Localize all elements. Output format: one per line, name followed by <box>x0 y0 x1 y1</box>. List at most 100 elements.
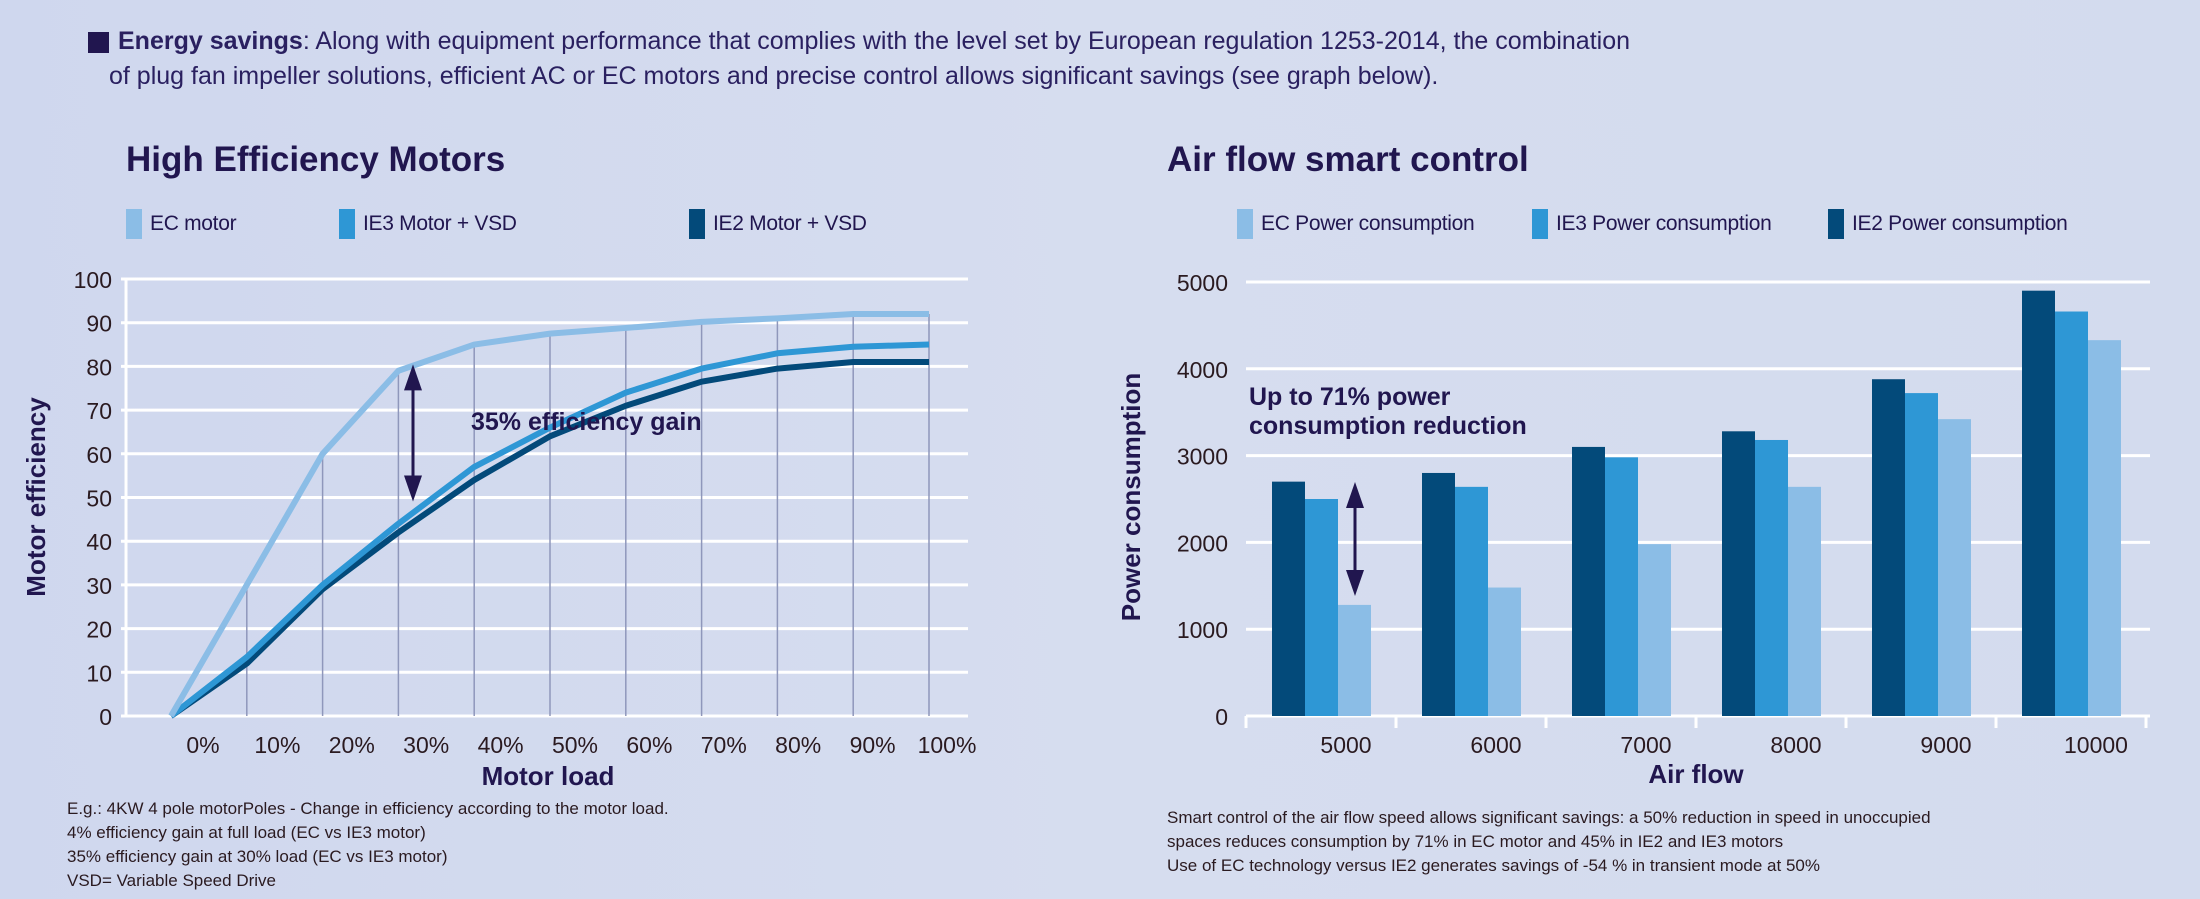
legend-swatch-ie2 <box>1828 209 1844 239</box>
intro-text-1: : Along with equipment performance that … <box>302 27 1631 55</box>
right-legend-ec: EC Power consumption <box>1237 209 1475 239</box>
note-line: 4% efficiency gain at full load (EC vs I… <box>67 823 426 842</box>
right-notes: Smart control of the air flow speed allo… <box>1167 806 1931 878</box>
legend-swatch-ec <box>126 209 142 239</box>
bar-9000-ie2 <box>1872 379 1905 716</box>
right-annotation-line-2: consumption reduction <box>1249 412 1527 440</box>
y-tick-label: 0 <box>99 704 112 730</box>
legend-swatch-ec <box>1237 209 1253 239</box>
y-tick-label: 2000 <box>1177 530 1228 556</box>
x-tick-label: 10% <box>254 732 300 758</box>
x-tick-label: 70% <box>701 732 747 758</box>
right-legend-ie2: IE2 Power consumption <box>1828 209 2068 239</box>
y-tick-label: 60 <box>86 442 112 468</box>
y-tick-label: 70 <box>86 398 112 424</box>
right-legend-ie3: IE3 Power consumption <box>1532 209 1772 239</box>
x-tick-label: 30% <box>403 732 449 758</box>
double-arrow-icon <box>1346 482 1364 596</box>
y-tick-label: 10 <box>86 660 112 686</box>
x-tick-label: 0% <box>186 732 219 758</box>
right-x-axis-label: Air flow <box>1648 759 1744 789</box>
legend-label: EC motor <box>150 212 237 235</box>
intro-bold: Energy savings <box>118 27 303 55</box>
legend-swatch-ie3 <box>1532 209 1548 239</box>
x-tick-label: 7000 <box>1620 732 1671 758</box>
bullet-square-icon <box>88 32 109 53</box>
y-tick-label: 3000 <box>1177 444 1228 470</box>
bar-10000-ie3 <box>2055 311 2088 716</box>
y-tick-label: 80 <box>86 354 112 380</box>
right-annotation-line-1: Up to 71% power <box>1249 383 1451 411</box>
legend-label: IE3 Power consumption <box>1556 212 1772 235</box>
legend-swatch-ie3 <box>339 209 355 239</box>
note-line: E.g.: 4KW 4 pole motorPoles - Change in … <box>67 799 669 818</box>
x-tick-label: 8000 <box>1770 732 1821 758</box>
bar-5000-ie2 <box>1272 481 1305 716</box>
x-tick-label: 50% <box>552 732 598 758</box>
note-line: 35% efficiency gain at 30% load (EC vs I… <box>67 847 448 866</box>
x-tick-label: 20% <box>329 732 375 758</box>
series-line-ie2-motor-vsd <box>169 359 929 719</box>
left-legend-ec: EC motor <box>126 209 237 239</box>
left-legend-ie2: IE2 Motor + VSD <box>689 209 867 239</box>
left-y-axis-label: Motor efficiency <box>21 397 51 597</box>
bar-9000-ec <box>1938 419 1971 716</box>
power-bar-chart: 0 1000 2000 3000 4000 5000 5000 6000 7000 8000 900… <box>1177 270 2150 758</box>
x-tick-label: 10000 <box>2064 732 2128 758</box>
bar-10000-ec <box>2088 340 2121 716</box>
bar-7000-ie3 <box>1605 457 1638 716</box>
y-tick-label: 90 <box>86 311 112 337</box>
legend-label: IE3 Motor + VSD <box>363 212 517 235</box>
note-line: Use of EC technology versus IE2 generate… <box>1167 856 1820 875</box>
y-tick-label: 4000 <box>1177 357 1228 383</box>
bar-6000-ie2 <box>1422 472 1455 716</box>
left-x-axis-label: Motor load <box>482 761 615 791</box>
bar-10000-ie2 <box>2022 290 2055 716</box>
double-arrow-icon <box>404 364 422 502</box>
bar-8000-ec <box>1788 486 1821 716</box>
bar-7000-ec <box>1638 544 1671 716</box>
bar-5000-ie3 <box>1305 499 1338 716</box>
series-line-ec-motor <box>168 310 929 718</box>
x-tick-label: 5000 <box>1320 732 1371 758</box>
legend-swatch-ie2 <box>689 209 705 239</box>
legend-label: EC Power consumption <box>1261 212 1475 235</box>
y-tick-label: 5000 <box>1177 270 1228 296</box>
right-chart-title: Air flow smart control <box>1167 140 1529 179</box>
left-legend-ie3: IE3 Motor + VSD <box>339 209 517 239</box>
x-tick-label: 90% <box>850 732 896 758</box>
left-annotation: 35% efficiency gain <box>471 408 702 436</box>
y-tick-label: 30 <box>86 573 112 599</box>
legend-label: IE2 Motor + VSD <box>713 212 867 235</box>
bar-7000-ie2 <box>1572 446 1605 716</box>
y-tick-label: 100 <box>74 267 112 293</box>
arrow-head-up <box>1346 482 1364 508</box>
note-line: Smart control of the air flow speed allo… <box>1167 808 1931 827</box>
left-notes: E.g.: 4KW 4 pole motorPoles - Change in … <box>67 797 669 893</box>
bar-6000-ie3 <box>1455 486 1488 716</box>
arrow-head-down <box>404 475 422 502</box>
x-tick-label: 9000 <box>1920 732 1971 758</box>
series-line-ie3-motor-vsd <box>169 341 930 719</box>
arrow-head-down <box>1346 570 1364 596</box>
bar-8000-ie2 <box>1722 431 1755 716</box>
y-tick-label: 0 <box>1215 704 1228 730</box>
intro-line-1: Energy savings: Along with equipment per… <box>118 24 1630 59</box>
bar-6000-ec <box>1488 587 1521 716</box>
bar-8000-ie3 <box>1755 439 1788 716</box>
y-tick-label: 50 <box>86 486 112 512</box>
y-tick-label: 20 <box>86 617 112 643</box>
x-tick-label: 60% <box>626 732 672 758</box>
bar-9000-ie3 <box>1905 393 1938 716</box>
x-tick-label: 6000 <box>1470 732 1521 758</box>
y-tick-label: 40 <box>86 529 112 555</box>
note-line: VSD= Variable Speed Drive <box>67 871 276 890</box>
x-tick-label: 100% <box>918 732 977 758</box>
efficiency-line-chart: 0 10 20 30 40 50 60 70 80 90 100 0% 10% 20% 30% 40% 50% 6… <box>74 267 977 758</box>
legend-label: IE2 Power consumption <box>1852 212 2068 235</box>
x-tick-label: 80% <box>775 732 821 758</box>
bar-5000-ec <box>1338 604 1371 716</box>
arrow-head-up <box>404 364 422 391</box>
y-tick-label: 1000 <box>1177 617 1228 643</box>
